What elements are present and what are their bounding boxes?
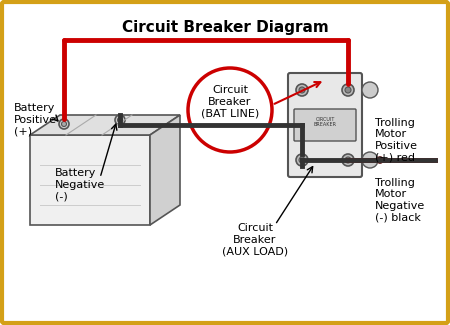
Polygon shape (150, 115, 180, 225)
FancyBboxPatch shape (288, 73, 362, 177)
Circle shape (59, 119, 69, 129)
Circle shape (362, 152, 378, 168)
Circle shape (296, 154, 308, 166)
Polygon shape (30, 115, 180, 135)
Text: Circuit
Breaker
(BAT LINE): Circuit Breaker (BAT LINE) (201, 85, 259, 119)
Circle shape (296, 84, 308, 96)
Circle shape (117, 118, 122, 123)
FancyBboxPatch shape (2, 2, 448, 323)
Polygon shape (30, 135, 150, 225)
Text: Battery
Positive
(+): Battery Positive (+) (14, 103, 57, 136)
FancyBboxPatch shape (294, 109, 356, 141)
Circle shape (115, 115, 125, 125)
Text: Battery
Negative
(-): Battery Negative (-) (55, 168, 105, 202)
Circle shape (342, 84, 354, 96)
Text: Trolling
Motor
Negative
(-) black: Trolling Motor Negative (-) black (375, 177, 425, 222)
Circle shape (345, 87, 351, 93)
Circle shape (299, 157, 305, 163)
Text: CIRCUIT
BREAKER: CIRCUIT BREAKER (314, 117, 337, 127)
Text: Circuit Breaker Diagram: Circuit Breaker Diagram (122, 20, 328, 35)
Circle shape (377, 157, 383, 163)
Circle shape (377, 157, 383, 163)
Circle shape (299, 87, 305, 93)
Circle shape (342, 154, 354, 166)
Circle shape (62, 122, 67, 126)
Circle shape (345, 157, 351, 163)
Circle shape (362, 82, 378, 98)
Text: Circuit
Breaker
(AUX LOAD): Circuit Breaker (AUX LOAD) (222, 223, 288, 257)
Text: Trolling
Motor
Positive
(+) red: Trolling Motor Positive (+) red (375, 118, 418, 162)
